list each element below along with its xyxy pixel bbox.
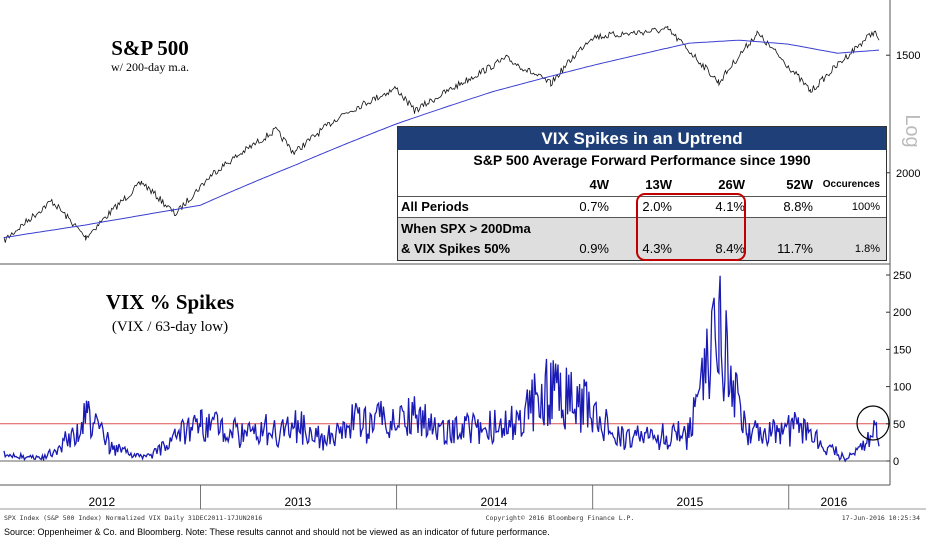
- cell-occurences: 100%: [851, 201, 880, 213]
- cell-26w: 4.1%: [715, 199, 745, 214]
- row-label: All Periods: [401, 199, 469, 214]
- year-label: 2015: [677, 495, 704, 509]
- table-row-all-periods: All Periods 0.7% 2.0% 4.1% 8.8% 100%: [398, 196, 886, 217]
- cell-13w: 4.3%: [642, 241, 672, 256]
- col-header-13w: 13W: [645, 177, 672, 192]
- highlight-box: [636, 193, 746, 261]
- year-label: 2013: [284, 495, 311, 509]
- year-label: 2016: [821, 495, 848, 509]
- cell-52w: 8.8%: [783, 199, 813, 214]
- row-label-line2: & VIX Spikes 50%: [401, 241, 511, 256]
- y-tick-label: 250: [893, 270, 911, 282]
- log-scale-label: Log: [901, 114, 923, 147]
- y-tick-label: 2000: [896, 168, 920, 180]
- y-tick-label: 200: [893, 307, 911, 319]
- cell-4w: 0.9%: [579, 241, 609, 256]
- row-label-line1: When SPX > 200Dma: [401, 221, 531, 236]
- vix-spike-line: [3, 275, 880, 463]
- col-header-52w: 52W: [786, 177, 813, 192]
- cell-52w: 11.7%: [777, 241, 813, 256]
- table-header-row: 4W 13W 26W 52W Occurences: [398, 176, 886, 194]
- source-note: Source: Oppenheimer & Co. and Bloomberg.…: [4, 527, 550, 537]
- sp500-line: [3, 25, 880, 243]
- vix-title: VIX % Spikes: [106, 290, 234, 314]
- table-subtitle: S&P 500 Average Forward Performance sinc…: [473, 152, 811, 168]
- copyright: Copyright© 2016 Bloomberg Finance L.P.: [486, 514, 635, 522]
- sp500-title: S&P 500: [111, 36, 189, 60]
- vix-subtitle: (VIX / 63-day low): [112, 319, 228, 335]
- table-title: VIX Spikes in an Uptrend: [398, 127, 886, 150]
- year-label: 2014: [481, 495, 508, 509]
- performance-table: VIX Spikes in an Uptrend S&P 500 Average…: [397, 126, 887, 261]
- y-tick-label: 1500: [896, 50, 920, 62]
- cell-occurences: 1.8%: [854, 243, 880, 255]
- timestamp: 17-Jun-2016 10:25:34: [842, 514, 920, 522]
- y-tick-label: 0: [893, 456, 899, 468]
- bloomberg-info: SPX Index (S&P 500 Index) Normalized VIX…: [4, 514, 262, 522]
- year-label: 2012: [88, 495, 115, 509]
- y-tick-label: 100: [893, 382, 911, 394]
- latest-spike-circle: [856, 405, 890, 441]
- moving-average-line: [3, 39, 880, 239]
- cell-13w: 2.0%: [642, 199, 672, 214]
- cell-4w: 0.7%: [579, 199, 609, 214]
- col-header-26w: 26W: [718, 177, 745, 192]
- y-tick-label: 50: [893, 419, 905, 431]
- col-header-4w: 4W: [589, 177, 610, 192]
- sp500-subtitle: w/ 200-day m.a.: [111, 60, 189, 74]
- y-tick-label: 150: [893, 344, 911, 356]
- col-header-occurences: Occurences: [822, 179, 880, 190]
